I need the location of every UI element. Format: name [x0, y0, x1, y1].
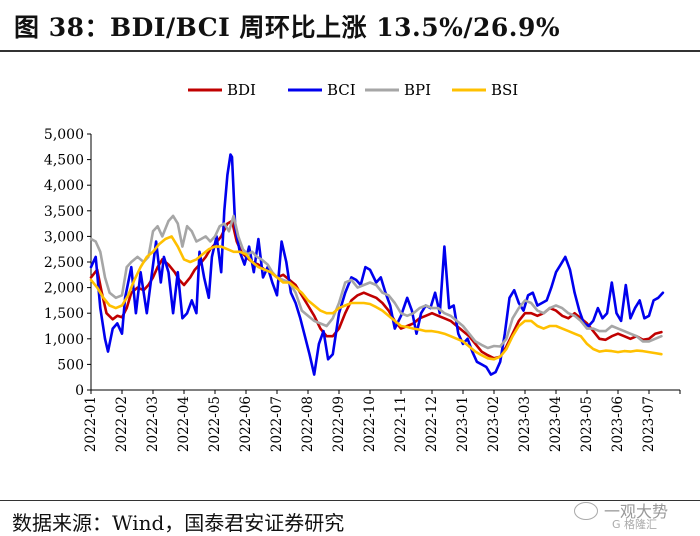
watermark: 一观大势 G 格隆汇 — [574, 496, 694, 532]
legend-label-bdi: BDI — [227, 81, 256, 99]
x-tick-label: 2022-10 — [362, 396, 378, 452]
y-tick-label: 4,500 — [44, 153, 84, 169]
x-axis: 2022-01 2022-02 2022-03 2022-04 2022-05 2022-… — [83, 389, 681, 452]
x-tick-label: 2023-06 — [610, 396, 626, 452]
title-divider — [0, 50, 700, 52]
y-tick-label: 4,000 — [44, 178, 84, 194]
watermark-line2: G 格隆汇 — [612, 518, 658, 531]
x-tick-label: 2023-07 — [641, 396, 657, 452]
y-tick-label: 2,000 — [44, 281, 84, 297]
legend-label-bpi: BPI — [404, 81, 431, 99]
y-tick-label: 5,000 — [44, 127, 84, 143]
legend-label-bsi: BSI — [491, 81, 518, 99]
x-tick-label: 2022-05 — [207, 396, 223, 452]
y-axis: 0 500 1,000 1,500 2,000 2,500 3,000 3,500 4,000 4… — [44, 127, 92, 399]
series-line-bpi — [89, 214, 663, 350]
x-tick-label: 2022-09 — [331, 396, 347, 452]
x-tick-label: 2023-01 — [455, 396, 471, 452]
line-chart: BDI BCI BPI BSI 0 500 1,000 1,500 2,000 2,500 3,0… — [44, 81, 681, 452]
y-tick-label: 0 — [75, 383, 84, 399]
chart-legend: BDI BCI BPI BSI — [188, 81, 518, 99]
wechat-icon — [574, 502, 598, 520]
x-tick-label: 2022-11 — [393, 396, 409, 452]
y-tick-label: 1,500 — [44, 306, 84, 322]
x-tick-label: 2022-01 — [83, 396, 99, 452]
watermark-line1: 一观大势 — [604, 502, 669, 521]
plot-area — [89, 153, 665, 376]
x-tick-label: 2023-05 — [579, 396, 595, 452]
x-tick-label: 2023-03 — [517, 396, 533, 452]
legend-label-bci: BCI — [327, 81, 356, 99]
y-tick-label: 1,000 — [44, 332, 84, 348]
x-tick-label: 2023-02 — [486, 396, 502, 452]
y-tick-label: 3,000 — [44, 229, 84, 245]
series-line-bci — [89, 153, 665, 376]
x-tick-label: 2022-03 — [145, 396, 161, 452]
series-line-bsi — [89, 235, 663, 361]
x-tick-label: 2022-06 — [238, 396, 254, 452]
y-tick-label: 500 — [57, 357, 84, 373]
x-tick-label: 2022-08 — [300, 396, 316, 452]
y-tick-label: 3,500 — [44, 204, 84, 220]
x-tick-label: 2022-12 — [424, 396, 440, 452]
page-title: 图 38：BDI/BCI 周环比上涨 13.5%/26.9% — [14, 13, 561, 42]
x-tick-label: 2022-04 — [176, 396, 192, 452]
x-tick-label: 2023-04 — [548, 396, 564, 452]
y-tick-label: 2,500 — [44, 255, 84, 271]
series-line-bdi — [89, 219, 663, 360]
footer-divider — [0, 500, 700, 501]
x-tick-label: 2022-07 — [269, 396, 285, 452]
data-source-note: 数据来源：Wind，国泰君安证券研究 — [12, 511, 345, 535]
x-tick-label: 2022-02 — [114, 396, 130, 452]
